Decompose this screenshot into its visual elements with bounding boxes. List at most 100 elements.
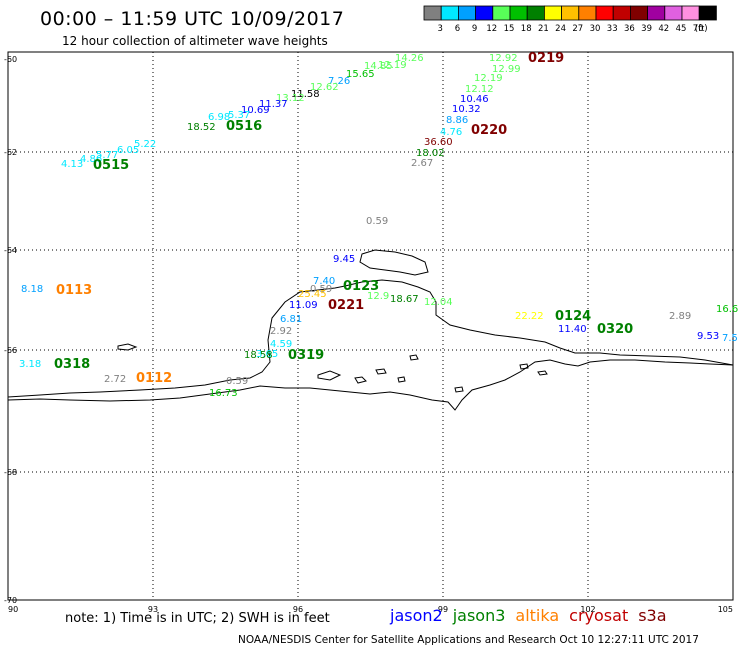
wave-height-label: 3.65 [256,349,278,360]
colorbar-tick-label: 36 [624,24,635,34]
wave-height-label: 5.37 [228,110,250,121]
pass-time-label: 0318 [54,357,90,372]
pass-time-label: 0113 [56,283,92,298]
lat-tick-label: -66 [4,346,17,355]
pass-time-label: 0221 [328,298,364,313]
wave-height-label: 12.12 [465,84,494,95]
map-frame [7,51,734,601]
wave-height-label: 12.19 [474,73,503,84]
pass-time-label: 0220 [471,123,507,138]
colorbar-tick-label: 15 [504,24,515,34]
pass-time-label: 0123 [343,279,379,294]
lon-tick-label: 90 [8,605,18,614]
wave-height-label: 4.76 [440,127,462,138]
lon-tick-label: 93 [148,605,158,614]
colorbar-tick-label: 45 [676,24,687,34]
colorbar-legend: 3 6 9 12 15 18 21 24 27 30 33 36 39 42 45 70(ft) [423,5,717,34]
wave-height-label: 13.12 [276,93,305,104]
wave-height-label: 6.81 [280,314,302,325]
pass-time-label: 0112 [136,371,172,386]
wave-height-label: 9.53 [697,331,719,342]
wave-height-label: 2.92 [270,326,292,337]
wave-height-label: 36.60 [424,137,453,148]
credit-line: NOAA/NESDIS Center for Satellite Applica… [238,634,699,646]
colorbar-tick-label: 12 [486,24,497,34]
wave-height-label: 8.18 [21,284,43,295]
wave-height-label: 15.65 [346,69,375,80]
lon-tick-label: 96 [293,605,303,614]
wave-height-label: 12.19 [378,60,407,71]
wave-height-label: 12.62 [310,82,339,93]
wave-height-label: 2.89 [669,311,691,322]
wave-height-label: 22.22 [515,311,544,322]
colorbar-tick-label: 6 [455,24,460,34]
wave-height-label: 11.37 [259,99,288,110]
wave-height-label: 25.45 [298,289,327,300]
wave-height-label: 6.05 [117,145,139,156]
lat-tick-label: -64 [4,246,17,255]
wave-height-label: 18.52 [187,122,216,133]
wave-height-label: 11.09 [289,300,318,311]
legend-cryosat: cryosat [569,606,629,625]
footer-note: note: 1) Time is in UTC; 2) SWH is in fe… [65,611,330,626]
lat-tick-label: -62 [4,148,17,157]
wave-height-label: 14.26 [395,53,424,64]
legend-altika: altika [515,606,560,625]
wave-height-label: 12.99 [492,64,521,75]
legend-jason3: jason3 [452,606,506,625]
wave-height-label: 11.40 [558,324,587,335]
wave-height-label: 12.92 [489,53,518,64]
wave-height-label: 18.67 [390,294,419,305]
wave-height-label: 10.32 [452,104,481,115]
wave-height-label: 6.98 [208,112,230,123]
wave-height-label: 3.18 [19,359,41,370]
colorbar-tick-label: 39 [641,24,652,34]
wave-height-label: 2.67 [411,158,433,169]
pass-time-label: 0319 [288,348,324,363]
wave-height-label: 7.40 [313,276,335,287]
wave-height-label: 12.9 [367,291,389,302]
wave-height-label: 18.02 [416,148,445,159]
colorbar-tick-label: 21 [538,24,549,34]
wave-height-label: 5.22 [134,139,156,150]
map-title: 00:00 – 11:59 UTC 10/09/2017 [40,8,345,30]
pass-time-label: 0515 [93,158,129,173]
colorbar-tick-label: 24 [555,24,566,34]
lat-tick-label: -60 [4,55,17,64]
colorbar-tick-label: 70 [693,24,704,34]
coastline [7,249,734,411]
lat-tick-label: -70 [4,596,17,605]
colorbar-unit: (ft) [695,24,708,34]
wave-height-label: 10.69 [241,105,270,116]
wave-height-label: 9.45 [333,254,355,265]
colorbar-tick-label: 27 [572,24,583,34]
pass-time-label: 0516 [226,119,262,134]
pass-time-label: 0219 [528,51,564,66]
wave-height-label: 5.77 [96,150,118,161]
wave-height-label: 2.72 [104,374,126,385]
lat-tick-label: -68 [4,468,17,477]
wave-height-label: 16.6 [716,304,738,315]
wave-height-label: 12.04 [424,297,453,308]
lon-tick-label: 105 [718,605,733,614]
wave-height-label: 10.46 [460,94,489,105]
pass-time-label: 0124 [555,309,591,324]
lon-tick-label: 99 [438,605,448,614]
colorbar-tick-label: 18 [521,24,532,34]
colorbar-tick-label: 3 [437,24,442,34]
wave-height-label: 7.26 [328,76,350,87]
wave-height-label: 14.85 [364,61,393,72]
map-subtitle: 12 hour collection of altimeter wave hei… [62,34,328,48]
satellite-legend: jason2 jason3 altika cryosat s3a [390,606,677,625]
pass-time-label: 0320 [597,322,633,337]
wave-height-label: 16.73 [209,388,238,399]
wave-height-label: 4.86 [80,154,102,165]
wave-height-label: 4.59 [270,339,292,350]
wave-height-label: 8.86 [446,115,468,126]
wave-height-label: 0.59 [366,216,388,227]
colorbar-swatch [698,5,717,21]
wave-height-label: 0.59 [226,376,248,387]
colorbar-tick-label: 9 [472,24,477,34]
wave-height-label: 7.5 [722,333,738,344]
